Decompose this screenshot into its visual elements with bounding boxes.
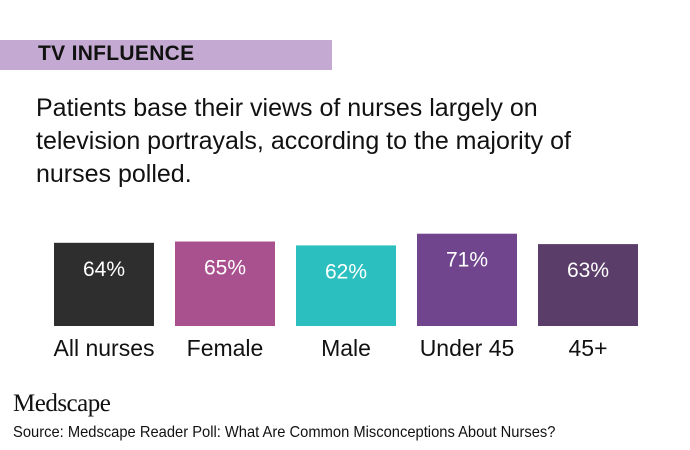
category-label: 45+ [568,335,607,361]
header-band [0,40,332,70]
bar-45- [538,244,638,326]
bar-under-45 [417,233,517,326]
bar-value-label: 65% [204,257,246,280]
bar-chart: 64% All nurses 65% Female 62% Male 71% Under 45… [54,233,638,361]
category-label: Female [187,335,264,361]
header-title: TV INFLUENCE [38,42,195,65]
bar-male [296,245,396,326]
medscape-logo: Medscape [13,390,111,417]
category-label: Under 45 [420,335,515,361]
bar-value-label: 64% [83,258,125,281]
bar-all-nurses [54,242,154,326]
category-label: Male [321,335,371,361]
bar-female [175,241,275,326]
bar-value-label: 71% [446,249,488,272]
category-label: All nurses [54,335,155,361]
bar-value-label: 63% [567,259,609,282]
source-note: Source: Medscape Reader Poll: What Are C… [13,424,556,441]
bar-value-label: 62% [325,260,367,283]
intro-text: Patients base their views of nurses larg… [36,94,571,188]
